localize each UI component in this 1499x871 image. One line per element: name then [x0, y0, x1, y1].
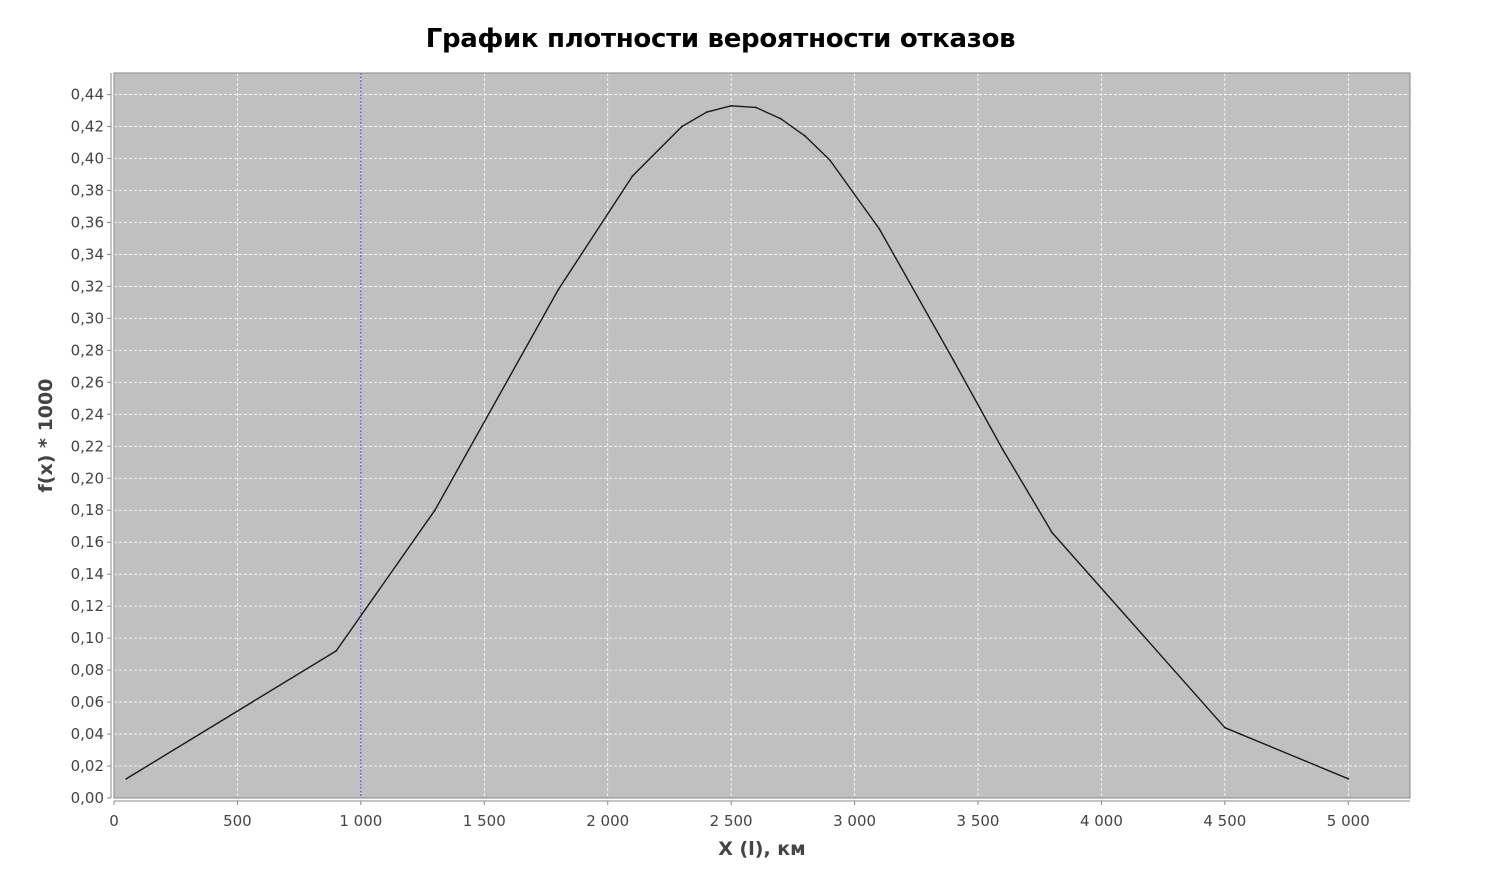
y-tick-label: 0,00 [71, 789, 104, 807]
data-point [1347, 777, 1350, 780]
y-tick-label: 0,38 [71, 182, 104, 200]
y-tick-label: 0,18 [71, 501, 104, 519]
data-point [434, 509, 436, 512]
y-tick-label: 0,16 [71, 533, 104, 551]
data-point [680, 125, 683, 128]
data-point [1051, 531, 1053, 534]
data-point [631, 175, 634, 178]
y-tick-label: 0,20 [71, 469, 104, 487]
axes: 0 500 1 000 1 500 2 000 2 500 3 000 3 500 4 000 4… [71, 73, 1410, 830]
y-tick-label: 0,26 [71, 373, 104, 391]
y-tick-label: 0,06 [71, 693, 104, 711]
y-tick-label: 0,04 [71, 725, 104, 743]
x-tick-label: 4 000 [1080, 812, 1123, 830]
x-tick-label: 1 000 [339, 812, 382, 830]
x-tick-label: 2 500 [710, 812, 753, 830]
data-point [557, 288, 560, 291]
series-layer [125, 104, 1350, 780]
y-tick-label: 0,02 [71, 757, 104, 775]
x-tick-label: 4 500 [1203, 812, 1246, 830]
x-tick-label: 1 500 [463, 812, 506, 830]
y-tick-label: 0,10 [71, 629, 104, 647]
y-tick-label: 0,24 [71, 405, 104, 423]
x-tick-label: 500 [223, 812, 252, 830]
data-point [779, 117, 782, 120]
series-line [125, 105, 1349, 780]
y-tick-label: 0,30 [71, 309, 104, 327]
data-point [125, 777, 128, 780]
x-tick-label: 3 500 [957, 812, 1000, 830]
plot-border [113, 72, 1411, 799]
y-tick-label: 0,34 [71, 245, 104, 263]
x-tick-label: 0 [109, 812, 119, 830]
y-tick-label: 0,14 [71, 565, 104, 583]
y-tick-label: 0,32 [71, 277, 104, 295]
x-tick-label: 3 000 [833, 812, 876, 830]
grid-lines [114, 73, 1410, 798]
data-point [335, 650, 338, 652]
data-point [804, 135, 807, 138]
data-point [1001, 448, 1004, 451]
y-tick-label: 0,40 [71, 150, 104, 168]
x-tick-label: 2 000 [586, 812, 629, 830]
plot-area [114, 73, 1410, 798]
y-axis-title: f(x) * 1000 [35, 379, 57, 493]
chart-title: График плотности вероятности отказов [425, 24, 1016, 54]
y-tick-label: 0,08 [71, 661, 104, 679]
y-tick-label: 0,42 [71, 118, 104, 136]
x-axis-title: X (l), км [718, 838, 805, 860]
data-point [705, 111, 708, 114]
y-tick-label: 0,12 [71, 597, 104, 615]
data-point [952, 359, 955, 361]
x-tick-label: 5 000 [1327, 812, 1370, 830]
data-point [828, 159, 831, 162]
y-tick-label: 0,44 [71, 86, 104, 104]
y-tick-label: 0,28 [71, 341, 104, 359]
data-point [1223, 726, 1226, 729]
y-tick-label: 0,36 [71, 213, 104, 231]
data-point [754, 106, 757, 109]
data-point [878, 227, 881, 230]
y-tick-label: 0,22 [71, 437, 104, 455]
data-point [730, 104, 733, 107]
